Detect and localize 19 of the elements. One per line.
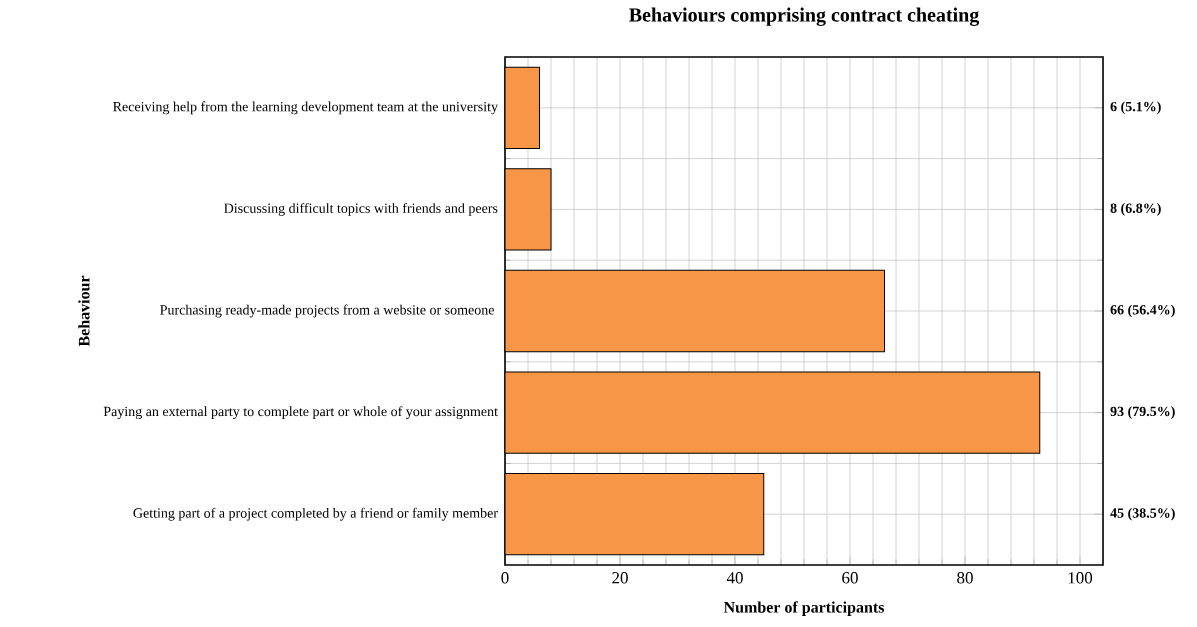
y-tick-label: Getting part of a project completed by a friend or family member <box>133 507 498 521</box>
data-label: 8 (6.8%) <box>1110 203 1161 216</box>
x-tick-label: 80 <box>957 572 973 584</box>
chart-title: Behaviours comprising contract cheating <box>629 7 980 26</box>
y-tick-label: Paying an external party to complete part or whole of your assignment <box>103 406 498 420</box>
y-tick-label: Purchasing ready-made projects from a website or someone <box>160 304 494 318</box>
x-tick-label: 100 <box>1068 572 1093 584</box>
x-axis-title: Number of participants <box>723 601 885 616</box>
y-tick-label: Receiving help from the learning development team at the university <box>113 101 498 115</box>
data-label: 45 (38.5%) <box>1110 507 1175 521</box>
data-label: 6 (5.1%) <box>1110 101 1161 115</box>
y-axis-title: Behaviour <box>78 275 90 347</box>
x-tick-label: 60 <box>842 572 858 584</box>
x-tick-label: 0 <box>501 572 509 584</box>
data-label: 93 (79.5%) <box>1110 406 1175 419</box>
data-label: 66 (56.4%) <box>1110 304 1175 318</box>
x-tick-label: 40 <box>726 572 743 584</box>
y-tick-label: Discussing difficult topics with friends and peers <box>224 202 498 216</box>
x-tick-label: 20 <box>612 572 628 584</box>
